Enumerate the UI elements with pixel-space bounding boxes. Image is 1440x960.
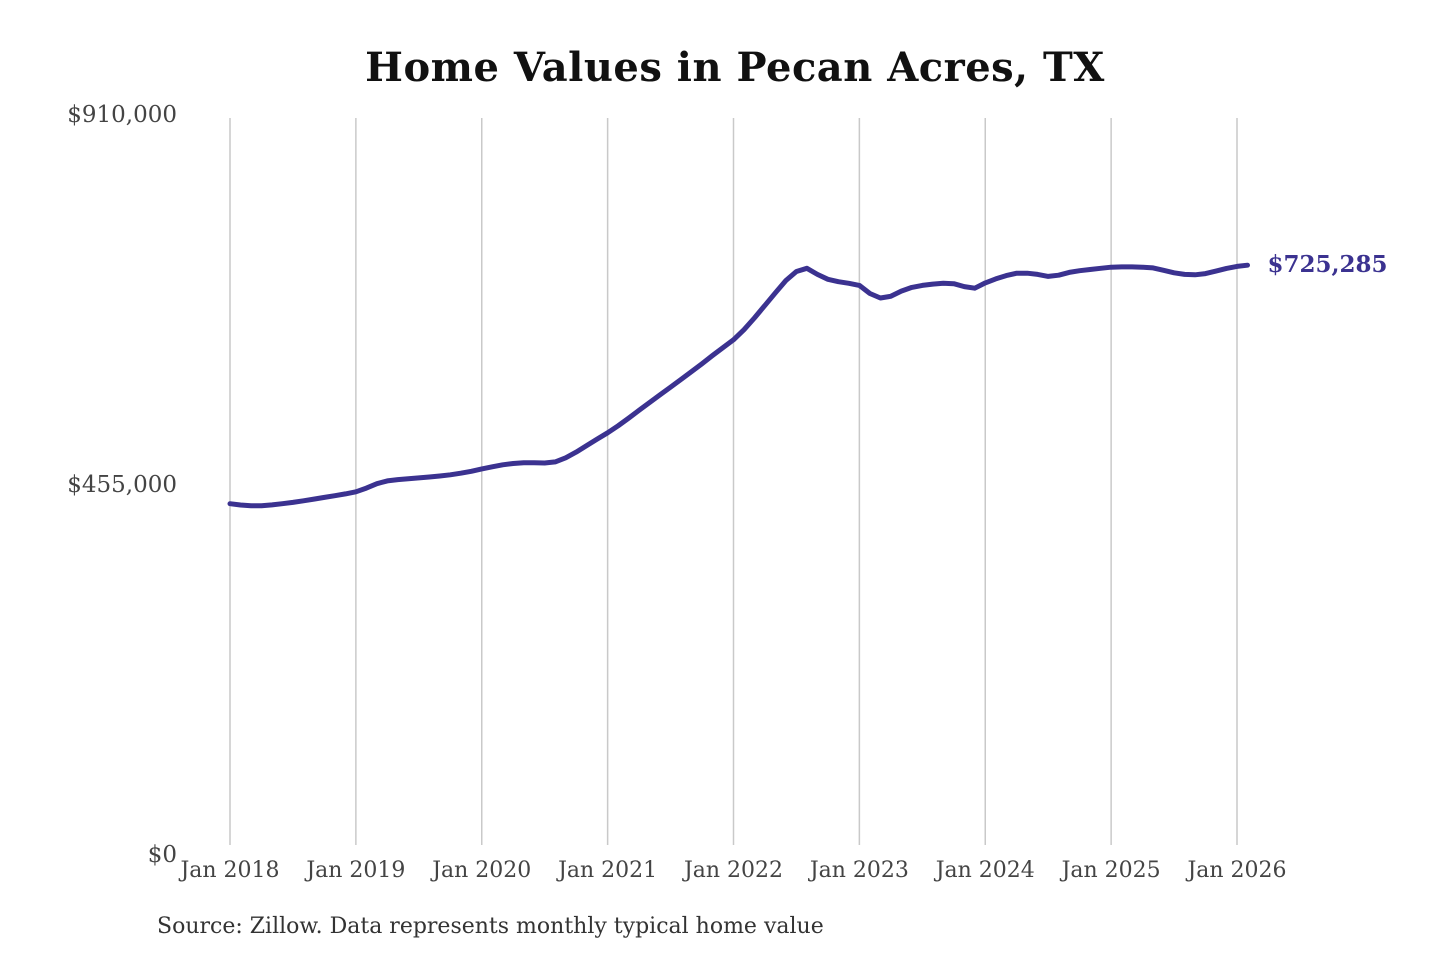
end-value-label: $725,285 [1267, 251, 1388, 279]
x-tick-label: Jan 2021 [558, 858, 658, 883]
x-tick-label: Jan 2024 [935, 858, 1035, 883]
x-tick-label: Jan 2023 [809, 858, 909, 883]
vertical-gridlines [229, 118, 1238, 845]
x-tick-label: Jan 2020 [432, 858, 532, 883]
chart-title: Home Values in Pecan Acres, TX [365, 44, 1105, 91]
x-tick-label: Jan 2019 [306, 858, 406, 883]
x-tick-label: Jan 2026 [1187, 858, 1287, 883]
x-tick-label: Jan 2025 [1061, 858, 1161, 883]
y-tick-label: $455,000 [67, 472, 177, 498]
home-value-line [227, 262, 1250, 509]
x-tick-label: Jan 2022 [683, 858, 784, 883]
source-note: Source: Zillow. Data represents monthly … [157, 914, 824, 939]
x-tick-label: Jan 2018 [180, 858, 280, 883]
y-tick-label: $910,000 [67, 102, 177, 128]
y-tick-label: $0 [147, 842, 177, 868]
